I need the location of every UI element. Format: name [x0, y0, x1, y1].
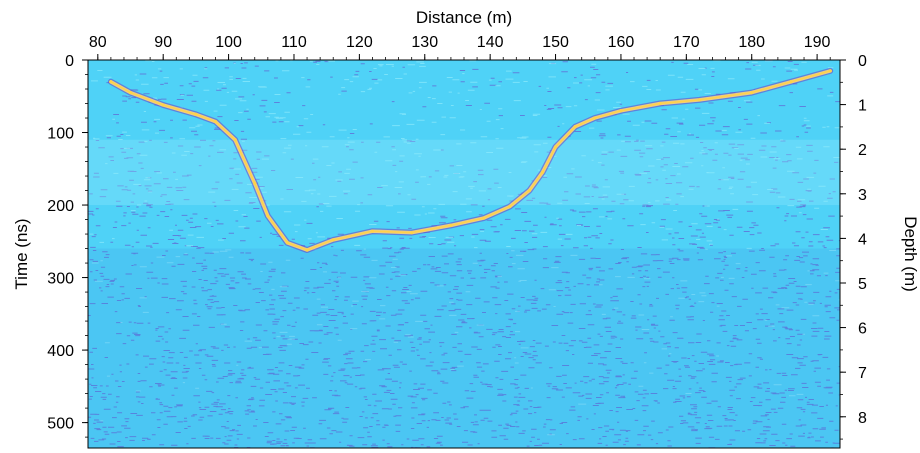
x-tick-label-11: 190	[804, 34, 831, 51]
reflector-point-10	[331, 238, 335, 242]
reflector-point-13	[449, 223, 453, 227]
radargram-background	[88, 60, 840, 448]
reflector-point-18	[553, 145, 558, 149]
noise-light	[89, 60, 840, 436]
x-tick-label-4: 120	[346, 34, 373, 51]
radargram-plot	[88, 60, 840, 448]
reflector-point-0	[109, 80, 113, 84]
x-tick-label-8: 160	[608, 34, 635, 51]
y2-tick-label-8: 8	[858, 410, 867, 427]
reflector-point-2	[161, 103, 165, 107]
y2-tick-label-5: 5	[858, 276, 867, 293]
y2-axis-label: Depth (m)	[901, 216, 920, 292]
reflector-point-20	[593, 116, 597, 120]
y2-tick-label-4: 4	[858, 231, 867, 248]
y2-tick-label-0: 0	[858, 53, 867, 70]
deep-band	[88, 248, 840, 448]
reflector-point-3	[194, 112, 198, 116]
y-tick-label-3: 300	[47, 271, 74, 288]
reflector-point-6	[253, 181, 257, 185]
reflector-point-24	[750, 91, 754, 95]
reflector-point-4	[213, 120, 218, 124]
x-tick-label-1: 90	[154, 34, 172, 51]
x-tick-label-9: 170	[673, 34, 700, 51]
reflector-point-11	[370, 229, 375, 233]
reflector-point-15	[508, 204, 512, 209]
reflector-point-23	[697, 98, 702, 102]
x-tick-label-2: 100	[215, 34, 242, 51]
y-tick-label-1: 100	[47, 126, 74, 143]
reflector-series	[107, 67, 834, 253]
reflector-point-12	[410, 231, 414, 235]
y2-tick-label-7: 7	[858, 365, 867, 382]
reflector-point-17	[540, 170, 545, 175]
reflector-point-22	[658, 101, 662, 106]
x-tick-label-10: 180	[738, 34, 765, 51]
reflector-point-1	[128, 91, 133, 95]
reflector-point-19	[573, 125, 577, 129]
reflector-point-9	[305, 248, 309, 252]
y-axis-label: Time (ns)	[12, 218, 31, 289]
x-axis-label: Distance (m)	[416, 8, 512, 27]
y-axis-right: 0 1 2 3 4 5 6 7 8	[840, 53, 867, 440]
x-axis-top: 80 90 100 110 120 130 140 150 160 170 180 190	[89, 34, 831, 60]
radargram-banding	[88, 139, 840, 448]
reflector-point-25	[789, 80, 793, 84]
reflector-point-7	[266, 214, 270, 218]
y2-tick-label-1: 1	[858, 98, 867, 115]
y2-tick-label-6: 6	[858, 321, 867, 338]
y-axis-left: 0 100 200 300 400 500	[47, 53, 88, 438]
reflector-point-14	[482, 216, 486, 220]
x-tick-label-5: 130	[411, 34, 438, 51]
reflector-point-21	[619, 109, 623, 113]
y2-tick-label-2: 2	[858, 142, 867, 159]
shallow-band	[88, 139, 840, 206]
radargram-noise	[88, 60, 840, 448]
x-tick-label-0: 80	[89, 34, 107, 51]
reflector-point-5	[233, 138, 237, 142]
y-tick-label-0: 0	[65, 53, 74, 70]
reflector-point-16	[527, 188, 531, 193]
x-tick-label-3: 110	[281, 34, 307, 51]
reflector-point-26	[828, 69, 832, 73]
x-tick-label-7: 150	[542, 34, 569, 51]
y-tick-label-2: 200	[47, 198, 74, 215]
y-tick-label-5: 500	[47, 416, 74, 433]
noise-dark	[88, 60, 840, 448]
reflector-point-8	[285, 241, 290, 245]
x-tick-label-6: 140	[477, 34, 504, 51]
y2-tick-label-3: 3	[858, 187, 867, 204]
y-tick-label-4: 400	[47, 343, 74, 360]
